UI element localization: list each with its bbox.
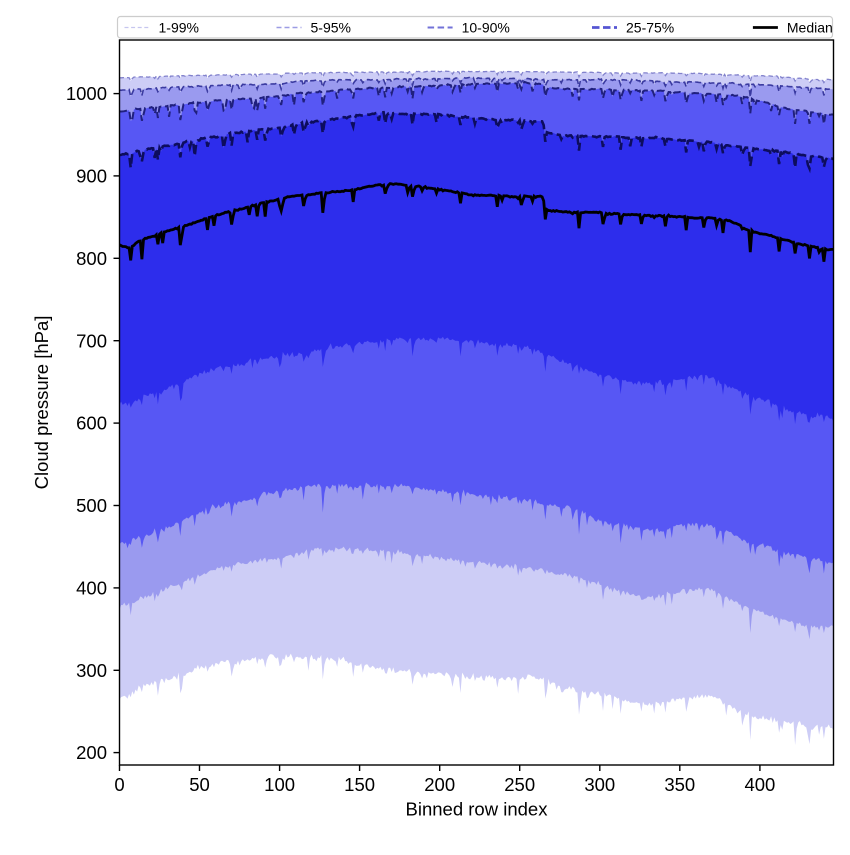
svg-text:700: 700 xyxy=(76,330,107,351)
svg-text:600: 600 xyxy=(76,413,107,434)
svg-text:100: 100 xyxy=(264,774,295,795)
svg-text:500: 500 xyxy=(76,495,107,516)
svg-text:400: 400 xyxy=(744,774,775,795)
svg-text:Binned row index: Binned row index xyxy=(406,799,549,820)
svg-text:400: 400 xyxy=(76,578,107,599)
svg-text:Median: Median xyxy=(787,19,833,35)
svg-text:1000: 1000 xyxy=(66,83,107,104)
svg-text:50: 50 xyxy=(189,774,210,795)
svg-text:200: 200 xyxy=(424,774,455,795)
svg-text:350: 350 xyxy=(664,774,695,795)
svg-text:300: 300 xyxy=(76,660,107,681)
svg-text:900: 900 xyxy=(76,166,107,187)
svg-text:250: 250 xyxy=(504,774,535,795)
svg-text:150: 150 xyxy=(344,774,375,795)
svg-text:0: 0 xyxy=(114,774,124,795)
svg-text:25-75%: 25-75% xyxy=(626,19,674,35)
svg-text:300: 300 xyxy=(584,774,615,795)
svg-text:Cloud pressure [hPa]: Cloud pressure [hPa] xyxy=(31,316,52,490)
svg-text:1-99%: 1-99% xyxy=(159,19,199,35)
svg-text:10-90%: 10-90% xyxy=(462,19,510,35)
svg-text:5-95%: 5-95% xyxy=(311,19,351,35)
svg-text:200: 200 xyxy=(76,742,107,763)
svg-text:800: 800 xyxy=(76,248,107,269)
